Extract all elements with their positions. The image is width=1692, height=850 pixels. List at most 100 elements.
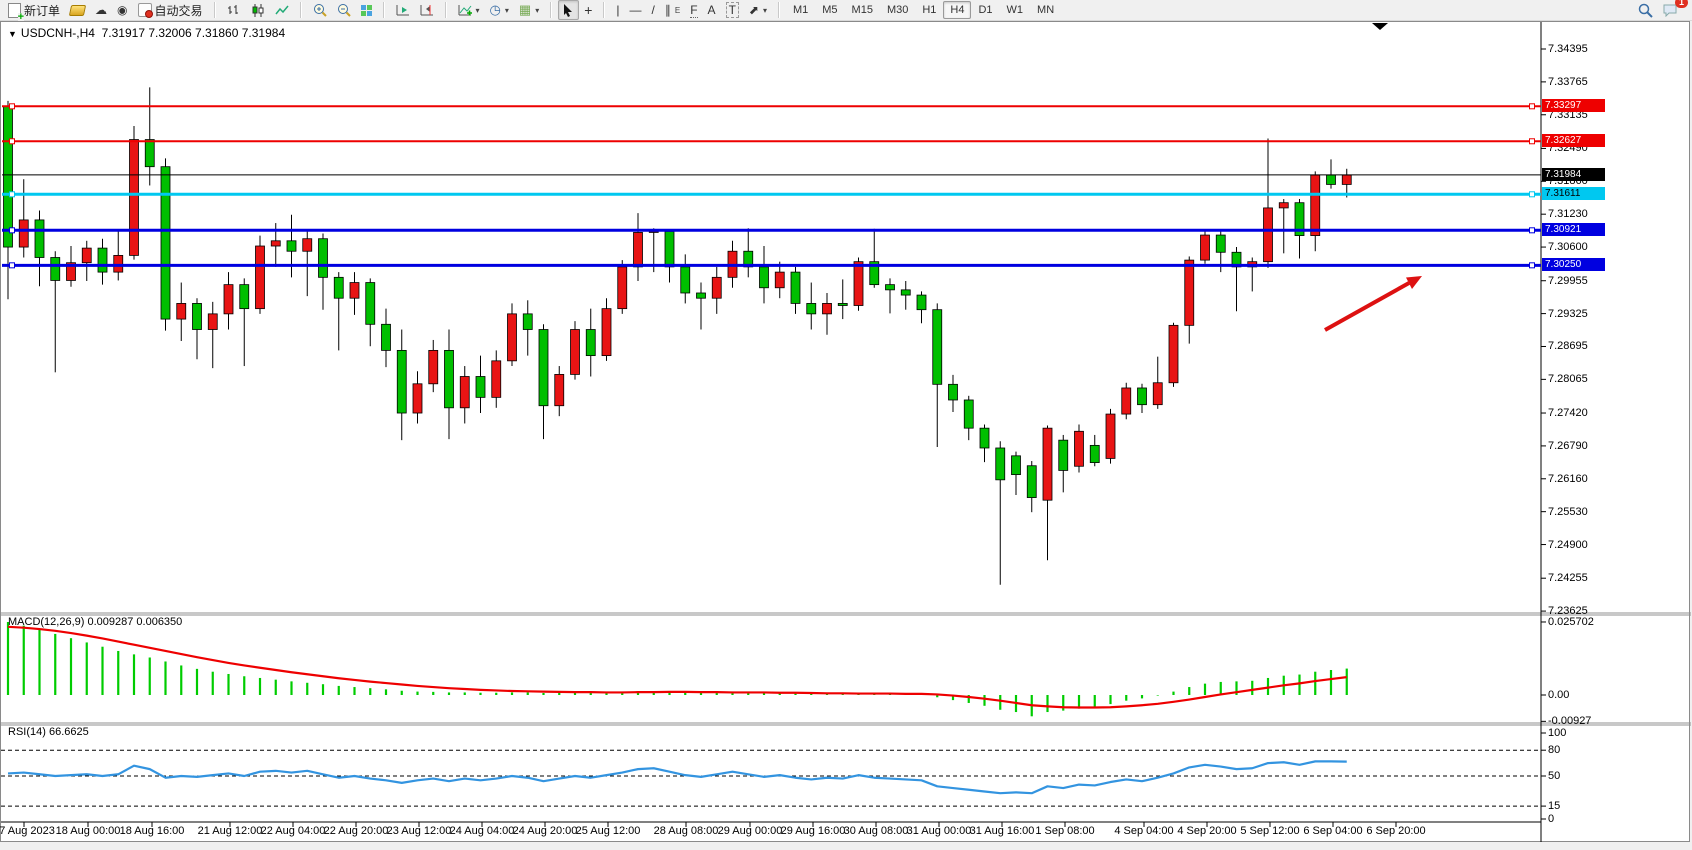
text-tool-button[interactable]: A xyxy=(703,0,721,20)
search-button[interactable] xyxy=(1633,0,1658,20)
price-axis-tick: 7.30600 xyxy=(1548,241,1588,254)
arrows-tool-icon: ⬈ xyxy=(748,3,759,17)
time-axis-label: 18 Aug 00:00 xyxy=(55,825,121,837)
price-axis-tick: 7.28065 xyxy=(1548,373,1588,386)
signals-button[interactable]: ◉ xyxy=(112,0,132,20)
rsi-layer xyxy=(1,749,1541,807)
toolbar-separator xyxy=(299,2,302,18)
zoom-in-button[interactable] xyxy=(308,0,332,20)
toolbar-separator xyxy=(382,2,385,18)
line-handle[interactable] xyxy=(9,138,15,145)
rsi-axis-tick: 15 xyxy=(1548,800,1561,813)
time-axis-label: 24 Aug 04:00 xyxy=(449,825,515,837)
label-tool-icon: T xyxy=(725,2,739,18)
price-axis-tick: 7.24255 xyxy=(1548,572,1588,585)
price-axis-tick: 7.26790 xyxy=(1548,439,1588,452)
price-axis-tick: 7.27420 xyxy=(1548,407,1588,420)
line-handle[interactable] xyxy=(1529,191,1535,198)
timeframe-d1-button[interactable]: D1 xyxy=(978,4,993,16)
toolbar: 新订单 ☁ ◉ 自动交易 xyxy=(0,0,1692,21)
timeframe-w1-button[interactable]: W1 xyxy=(1006,4,1024,16)
line-handle[interactable] xyxy=(9,103,15,110)
timeframe-m5-button[interactable]: M5 xyxy=(822,4,838,16)
rsi-indicator-label: RSI(14) 66.6625 xyxy=(8,726,89,738)
hline-tool-button[interactable]: — xyxy=(625,0,647,20)
axis-ticks-layer xyxy=(23,48,1546,827)
line-handle[interactable] xyxy=(9,191,15,198)
market-watch-button[interactable]: ☁ xyxy=(90,0,112,20)
auto-scroll-icon xyxy=(396,4,409,15)
cursor-icon xyxy=(564,3,573,17)
timeframe-h4-button[interactable]: H4 xyxy=(943,1,972,19)
templates-button[interactable]: ▦ ▾ xyxy=(514,0,544,20)
timeframe-mn-button[interactable]: MN xyxy=(1037,4,1055,16)
arrows-tool-button[interactable]: ⬈ ▾ xyxy=(744,0,772,20)
chart-window xyxy=(0,21,1690,842)
line-handle[interactable] xyxy=(9,227,15,234)
periods-button[interactable]: ◷ ▾ xyxy=(485,0,514,20)
indicators-button[interactable]: ▾ xyxy=(453,0,485,20)
time-axis-label: 6 Sep 04:00 xyxy=(1303,825,1363,837)
price-axis-tick: 7.29955 xyxy=(1548,274,1588,287)
chart-shift-button[interactable] xyxy=(415,0,439,20)
crosshair-tool-button[interactable]: + xyxy=(579,0,597,20)
new-order-button[interactable]: 新订单 xyxy=(3,0,65,21)
price-axis-tick: 7.29325 xyxy=(1548,307,1588,320)
dropdown-arrow-icon: ▾ xyxy=(535,5,540,15)
level-price-box: 7.32627 xyxy=(1542,134,1605,148)
trendline-tool-button[interactable]: / xyxy=(647,0,660,20)
candles-layer xyxy=(3,87,1352,585)
cursor-tool-button[interactable] xyxy=(558,0,580,20)
candle-chart-button[interactable] xyxy=(246,0,270,20)
line-handle[interactable] xyxy=(1529,138,1535,145)
level-lines-layer[interactable] xyxy=(2,103,1541,269)
vline-tool-button[interactable]: | xyxy=(611,0,624,20)
time-axis-label: 18 Aug 16:00 xyxy=(119,825,185,837)
notifications-button[interactable]: 1 xyxy=(1658,0,1688,20)
crosshair-icon: + xyxy=(584,2,593,18)
timeframe-m15-button[interactable]: M15 xyxy=(851,4,873,16)
pane-borders xyxy=(1,22,1691,842)
toolbar-separator xyxy=(777,2,780,18)
macd-layer xyxy=(6,621,1348,717)
line-chart-button[interactable] xyxy=(270,0,294,20)
line-handle[interactable] xyxy=(1529,227,1535,234)
candle-chart-icon xyxy=(252,3,264,17)
line-handle[interactable] xyxy=(1529,262,1535,269)
current-price-box: 7.31984 xyxy=(1542,167,1605,181)
timeframe-m1-button[interactable]: M1 xyxy=(792,4,809,16)
price-axis-tick: 7.24900 xyxy=(1548,538,1588,551)
time-axis-label: 28 Aug 08:00 xyxy=(653,825,719,837)
time-axis-label: 22 Aug 04:00 xyxy=(260,825,326,837)
label-tool-button[interactable]: T xyxy=(721,0,744,20)
timeframe-h1-button[interactable]: H1 xyxy=(922,4,937,16)
channel-tool-button[interactable]: ∥ E xyxy=(660,0,685,20)
timeframe-toolbar: M1 M5 M15 M30 H1 H4 D1 W1 MN xyxy=(783,0,1064,20)
macd-indicator-label: MACD(12,26,9) 0.009287 0.006350 xyxy=(8,616,183,628)
auto-trading-label: 自动交易 xyxy=(154,3,203,18)
macd-axis-tick: 0.025702 xyxy=(1548,615,1594,628)
bar-chart-button[interactable] xyxy=(222,0,246,20)
time-axis-label: 6 Sep 20:00 xyxy=(1366,825,1426,837)
time-axis-label: 17 Aug 2023 xyxy=(0,825,55,837)
fibonacci-tool-button[interactable]: F xyxy=(685,0,702,20)
price-axis-tick: 7.23625 xyxy=(1548,605,1588,618)
level-price-box: 7.33297 xyxy=(1542,99,1605,113)
level-price-box: 7.30250 xyxy=(1542,258,1605,272)
line-handle[interactable] xyxy=(9,262,15,269)
zoom-out-button[interactable] xyxy=(332,0,356,20)
fibonacci-icon: F xyxy=(690,2,698,18)
auto-trading-button[interactable]: 自动交易 xyxy=(133,0,208,20)
symbol-period-label: USDCNH-,H4 xyxy=(20,26,95,40)
timeframe-m30-button[interactable]: M30 xyxy=(886,4,909,16)
time-axis-label: 21 Aug 12:00 xyxy=(197,825,263,837)
time-axis-label: 29 Aug 00:00 xyxy=(717,825,783,837)
tile-windows-button[interactable] xyxy=(356,0,377,20)
auto-scroll-button[interactable] xyxy=(391,0,415,20)
line-handle[interactable] xyxy=(1529,103,1535,110)
title-collapse-icon[interactable]: ▼ xyxy=(8,29,17,39)
scroll-to-end-marker xyxy=(1372,23,1388,30)
arrow-annotation[interactable] xyxy=(1324,276,1422,332)
